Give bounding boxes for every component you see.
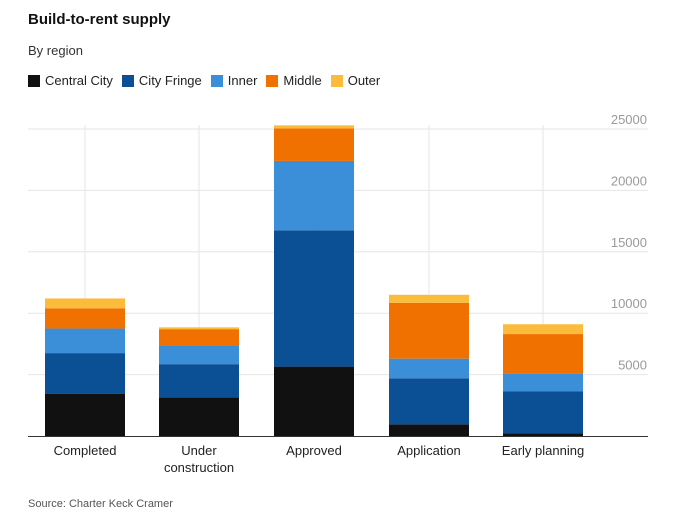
- bar-segment: [389, 302, 469, 359]
- legend-item: Middle: [266, 73, 322, 88]
- x-tick-label: Under: [181, 443, 217, 458]
- bar-segment: [503, 433, 583, 436]
- bar-segment: [159, 345, 239, 365]
- legend-item: Inner: [210, 73, 258, 88]
- bar-segment: [274, 128, 354, 161]
- bar-segment: [389, 358, 469, 379]
- legend-label: Middle: [283, 73, 322, 88]
- bar-segment: [159, 327, 239, 330]
- y-tick-label: 25000: [611, 112, 647, 127]
- legend: Central City City Fringe Inner Middle Outer: [28, 73, 389, 88]
- y-tick-label: 20000: [611, 173, 647, 188]
- x-tick-label: construction: [164, 460, 234, 475]
- legend-label: City Fringe: [138, 73, 202, 88]
- legend-label: Inner: [227, 73, 258, 88]
- bar-segment: [45, 298, 125, 309]
- bar-segment: [159, 397, 239, 436]
- x-tick-label: Approved: [286, 443, 342, 458]
- chart-title: Build-to-rent supply: [28, 11, 171, 28]
- bar-segment: [274, 160, 354, 231]
- legend-item: City Fringe: [121, 73, 202, 88]
- bar-segment: [503, 334, 583, 374]
- bar-segment: [389, 424, 469, 436]
- bar-segment: [274, 366, 354, 436]
- y-tick-label: 15000: [611, 235, 647, 250]
- y-tick-label: 10000: [611, 296, 647, 311]
- legend-swatch: [121, 74, 134, 87]
- bar-segment: [159, 364, 239, 398]
- bar-segment: [503, 391, 583, 434]
- bar-segment: [274, 125, 354, 129]
- x-tick-label: Early planning: [502, 443, 584, 458]
- legend-label: Central City: [45, 73, 113, 88]
- chart: 5000 10000 15000 20000 25000 Completed Under co…: [28, 112, 648, 475]
- x-tick-label: Completed: [54, 443, 117, 458]
- legend-label: Outer: [347, 73, 381, 88]
- legend-swatch: [330, 74, 343, 87]
- legend-swatch: [266, 74, 279, 87]
- source-note: Source: Charter Keck Cramer: [28, 498, 173, 510]
- legend-swatch: [28, 74, 40, 87]
- chart-subtitle: By region: [28, 43, 83, 58]
- bar-segment: [45, 393, 125, 436]
- bar-segment: [45, 353, 125, 394]
- bar-segment: [503, 324, 583, 335]
- bar-segment: [45, 308, 125, 329]
- legend-item: Outer: [330, 73, 381, 88]
- bar-segment: [389, 294, 469, 303]
- x-tick-label: Application: [397, 443, 461, 458]
- y-tick-label: 5000: [618, 358, 647, 373]
- bar-segment: [389, 378, 469, 425]
- bar-segment: [503, 373, 583, 392]
- bar-segment: [159, 329, 239, 346]
- bar-segment: [45, 328, 125, 354]
- legend-item: Central City: [28, 73, 113, 88]
- legend-swatch: [210, 74, 223, 87]
- bar-segment: [274, 230, 354, 367]
